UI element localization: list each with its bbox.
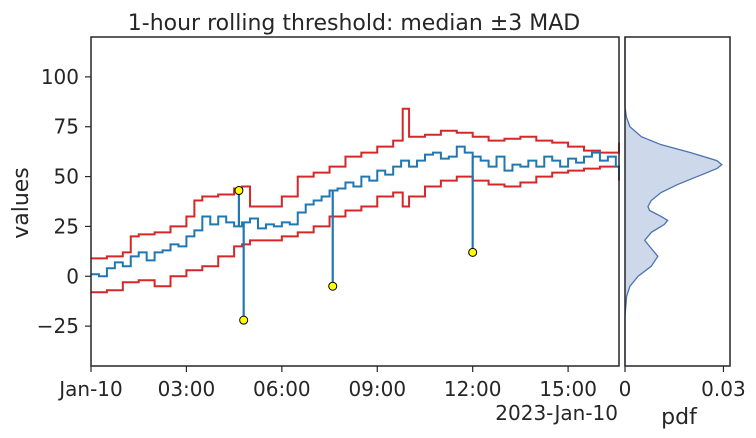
main-plot: 100 75 50 25 0 −25 Jan-10 03:00 06:00 09:00 12:00 1… <box>37 36 620 401</box>
density-curve <box>624 37 723 366</box>
y-tick-label: 25 <box>54 214 79 238</box>
x-tick-label: Jan-10 <box>57 377 123 401</box>
lower-threshold-line <box>91 165 620 294</box>
x-tick-label: 09:00 <box>348 377 406 401</box>
x-offset-label: 2023-Jan-10 <box>495 401 618 425</box>
y-axis-label: values <box>9 167 34 239</box>
density-plot: 0 0.03 <box>619 36 746 401</box>
y-tick-label: 75 <box>54 115 79 139</box>
x-tick-label: 06:00 <box>253 377 311 401</box>
y-tick-label: 50 <box>54 165 79 189</box>
series-line <box>91 145 620 278</box>
x-tick-label: 15:00 <box>539 377 597 401</box>
y-tick-label: 100 <box>41 65 79 89</box>
y-tick-label: −25 <box>37 314 79 338</box>
anomaly-marker <box>239 315 249 325</box>
density-plot-frame <box>624 36 731 367</box>
anomaly-marker <box>234 186 244 196</box>
main-plot-frame <box>90 36 620 367</box>
y-tick-label: 0 <box>66 264 79 288</box>
x-tick-label: 12:00 <box>444 377 502 401</box>
pdf-tick-label: 0.03 <box>701 377 746 401</box>
x-tick-label: 03:00 <box>158 377 216 401</box>
anomaly-marker <box>328 281 338 291</box>
upper-threshold-line <box>91 107 620 260</box>
pdf-tick-label: 0 <box>619 377 632 401</box>
pdf-axis-label: pdf <box>661 405 698 430</box>
chart-title: 1-hour rolling threshold: median ±3 MAD <box>128 11 580 36</box>
anomaly-marker <box>468 247 478 257</box>
density-fill <box>625 37 722 366</box>
